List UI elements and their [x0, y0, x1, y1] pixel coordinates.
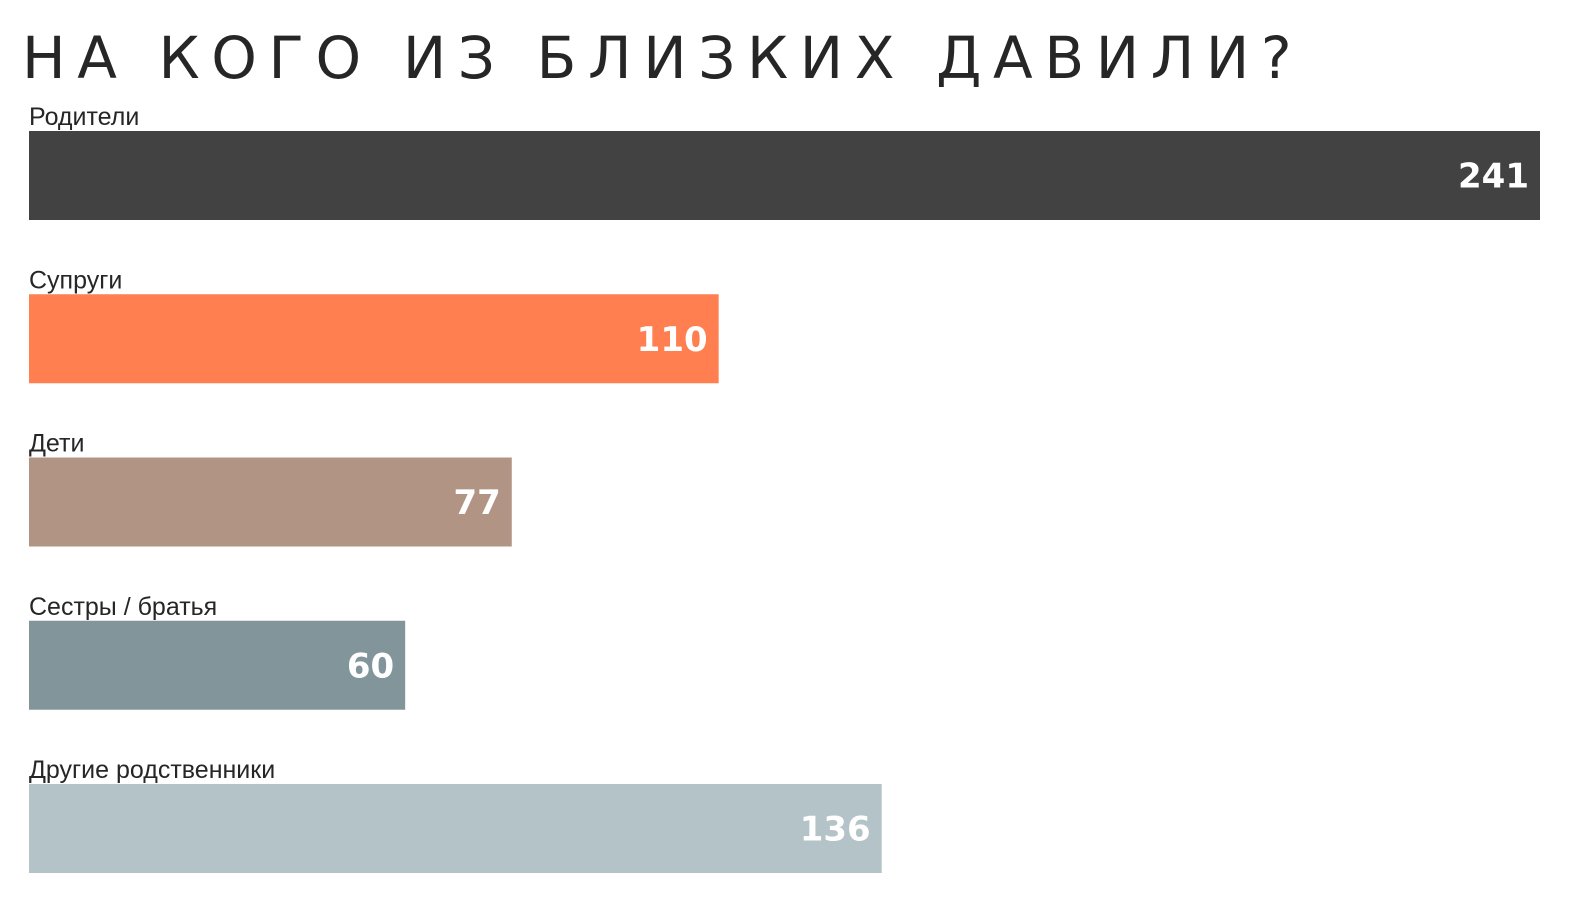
value-label: 136 — [800, 810, 871, 850]
category-label: Супруги — [29, 266, 122, 294]
bar — [29, 620, 406, 710]
value-label: 77 — [453, 483, 500, 523]
value-label: 60 — [347, 646, 394, 686]
value-label: 110 — [637, 320, 708, 360]
category-label: Сестры / братья — [29, 593, 217, 621]
category-label: Дети — [29, 430, 84, 458]
bar — [29, 784, 882, 873]
chart-title: НА КОГО ИЗ БЛИЗКИХ ДАВИЛИ? — [22, 24, 1304, 92]
bar — [29, 131, 1540, 220]
value-label: 241 — [1458, 157, 1529, 197]
bar — [29, 457, 512, 547]
bar — [29, 294, 719, 384]
category-label: Родители — [29, 103, 139, 131]
category-label: Другие родственники — [29, 756, 275, 784]
